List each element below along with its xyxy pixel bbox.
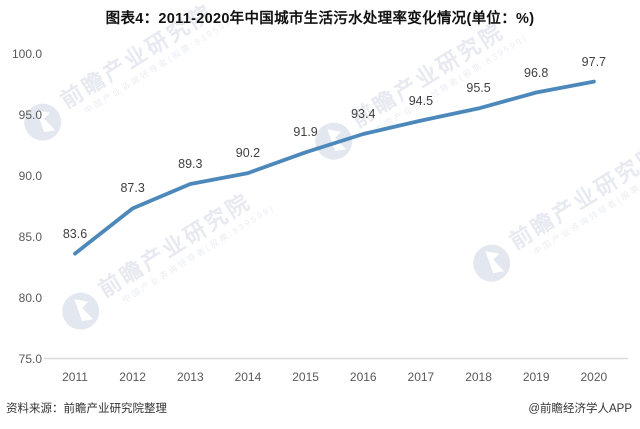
source-text: 资料来源：前瞻产业研究院整理 (6, 403, 167, 415)
data-label: 96.8 (524, 65, 549, 80)
data-label: 89.3 (178, 157, 203, 172)
x-axis-tick-label: 2016 (349, 370, 377, 384)
y-axis-tick-label: 90.0 (18, 168, 42, 183)
x-axis-tick-label: 2012 (119, 370, 146, 384)
x-axis-tick-label: 2011 (62, 370, 88, 384)
y-axis-tick-label: 95.0 (18, 107, 42, 122)
data-label: 83.6 (62, 226, 88, 241)
data-label: 87.3 (120, 181, 145, 196)
x-axis-tick-label: 2020 (580, 370, 608, 384)
x-axis-tick-label: 2013 (176, 370, 204, 384)
x-axis-tick-label: 2014 (234, 370, 262, 384)
x-axis-tick-label: 2018 (465, 370, 492, 384)
y-axis-tick-label: 75.0 (18, 351, 42, 366)
data-label: 97.7 (581, 54, 607, 69)
y-axis-tick-label: 80.0 (18, 290, 42, 305)
y-axis-tick-label: 85.0 (18, 229, 42, 244)
data-label: 95.5 (466, 81, 491, 96)
chart-title: 图表4：2011-2020年中国城市生活污水处理率变化情况(单位：%) (105, 11, 535, 27)
x-axis-tick-label: 2019 (522, 370, 550, 384)
x-axis-tick-label: 2017 (407, 370, 435, 384)
data-label: 94.5 (408, 93, 434, 108)
x-axis-tick-label: 2015 (292, 370, 319, 384)
y-axis-tick-label: 100.0 (11, 46, 42, 61)
data-label: 91.9 (293, 125, 318, 140)
data-label: 90.2 (235, 146, 261, 161)
credit-text: @前瞻经济学人APP (528, 403, 632, 415)
data-label: 93.4 (351, 107, 376, 122)
